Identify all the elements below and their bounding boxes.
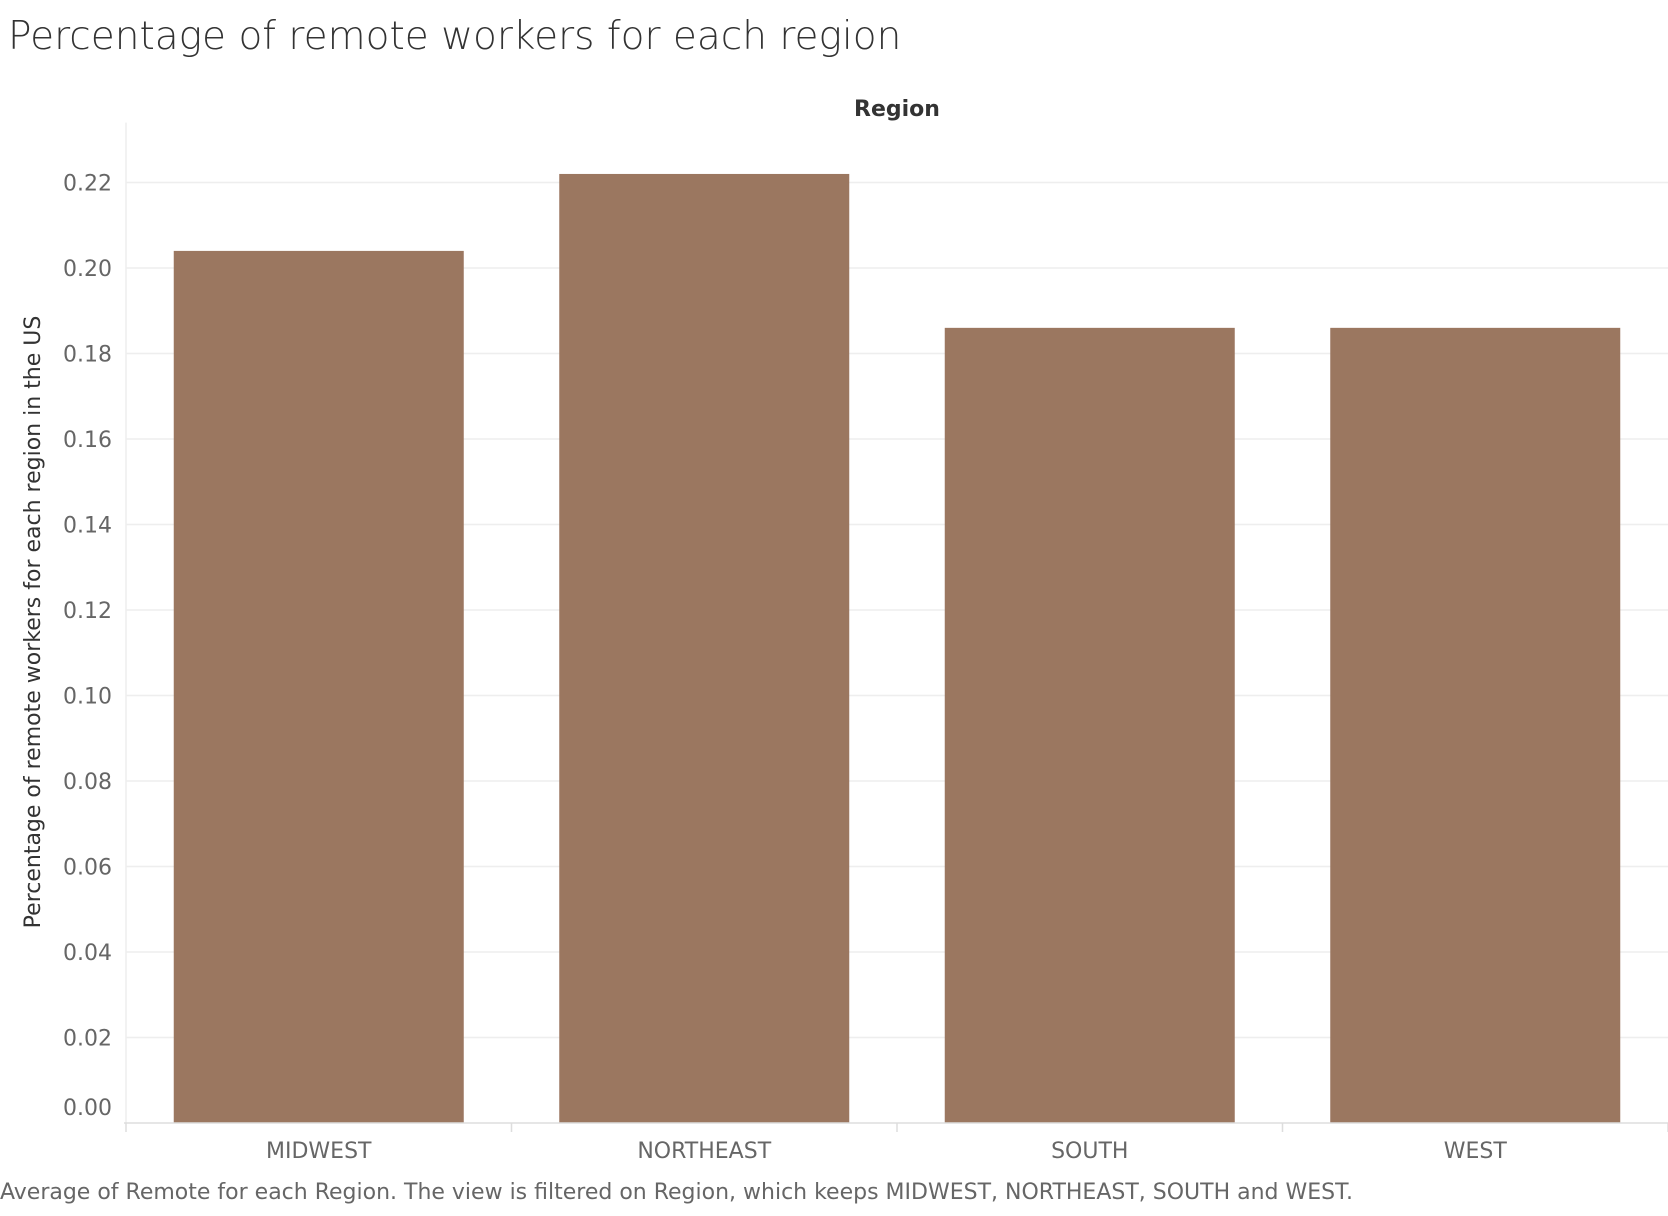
y-tick-label: 0.12 [63,599,112,624]
y-tick-label: 0.10 [63,685,112,710]
axes: 0.00 0.02 0.04 0.06 0.08 0.10 0.12 0.14 0.16 0.18… [63,122,1668,1164]
y-tick-label: 0.22 [63,172,112,197]
x-tick-label: NORTHEAST [637,1139,771,1164]
bar-west[interactable] [1330,327,1621,1124]
x-tick-label: WEST [1444,1139,1508,1164]
y-tick-label: 0.06 [63,856,112,881]
bar-midwest[interactable] [173,250,464,1123]
y-axis-title: Percentage of remote workers for each re… [21,316,46,929]
chart-title: Percentage of remote workers for each re… [8,14,902,59]
y-tick-label: 0.20 [63,257,112,282]
bar-northeast[interactable] [559,173,850,1123]
y-tick-label: 0.14 [63,514,112,539]
bars [173,173,1621,1124]
x-tick-label: SOUTH [1051,1139,1128,1164]
y-tick-label: 0.04 [63,941,112,966]
y-tick-label: 0.00 [63,1096,112,1121]
column-header: Region [854,97,940,122]
y-tick-label: 0.16 [63,428,112,453]
y-tick-label: 0.08 [63,770,112,795]
chart-caption: Average of Remote for each Region. The v… [0,1180,1353,1205]
x-tick-label: MIDWEST [266,1139,372,1164]
bar-south[interactable] [944,327,1235,1124]
y-tick-label: 0.18 [63,343,112,368]
y-tick-label: 0.02 [63,1027,112,1052]
